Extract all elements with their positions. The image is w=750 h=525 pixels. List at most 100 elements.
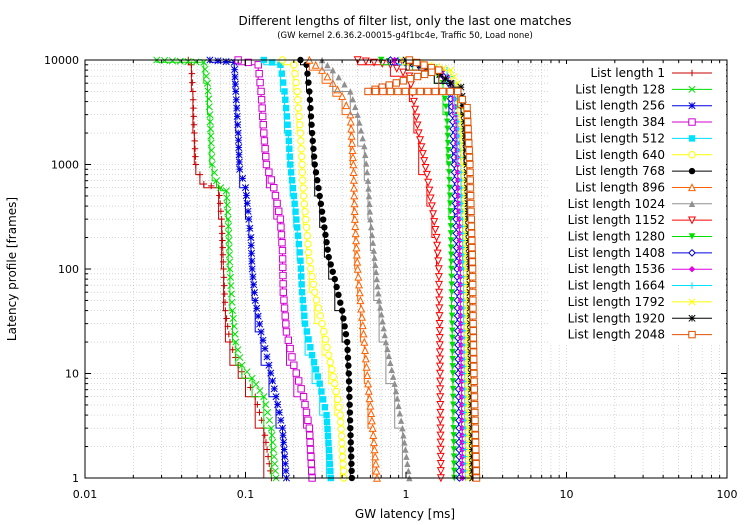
data-point <box>277 231 286 239</box>
data-point <box>357 312 366 321</box>
data-point <box>247 384 254 391</box>
data-point <box>220 274 228 281</box>
data-point <box>226 273 235 281</box>
data-point <box>208 160 216 169</box>
data-point <box>347 424 354 432</box>
data-point <box>463 334 471 342</box>
data-point <box>221 290 228 298</box>
data-point <box>332 387 340 396</box>
data-point <box>463 103 471 112</box>
data-point <box>424 87 432 96</box>
data-point <box>439 87 447 96</box>
data-point <box>451 467 458 475</box>
data-point <box>448 312 456 320</box>
data-point <box>446 176 453 184</box>
data-point <box>688 330 696 339</box>
data-point <box>265 416 274 424</box>
data-point <box>688 85 696 93</box>
data-point <box>298 273 305 280</box>
data-point <box>463 341 471 349</box>
data-point <box>325 446 333 454</box>
data-point <box>190 104 197 112</box>
data-point <box>446 184 453 192</box>
data-point <box>433 241 442 250</box>
data-point <box>435 312 444 321</box>
data-point <box>257 328 265 336</box>
data-point <box>305 424 314 432</box>
data-point <box>349 183 359 192</box>
data-point <box>355 288 364 297</box>
data-point <box>224 222 232 230</box>
data-point <box>310 359 318 366</box>
data-point <box>271 467 279 475</box>
data-point <box>392 79 401 87</box>
data-point <box>306 88 313 95</box>
data-point <box>228 298 236 306</box>
data-point <box>339 460 347 468</box>
data-point <box>468 243 476 252</box>
data-point <box>239 174 247 183</box>
data-point <box>468 273 477 281</box>
data-point <box>343 338 351 346</box>
data-point <box>346 409 354 416</box>
data-point <box>261 345 269 353</box>
data-point <box>287 169 295 176</box>
data-point <box>274 400 282 409</box>
data-point <box>409 87 417 96</box>
data-point <box>298 160 306 169</box>
data-point <box>324 432 332 440</box>
data-point <box>189 96 197 103</box>
data-point <box>450 446 458 453</box>
data-point <box>379 318 386 325</box>
data-point <box>265 168 273 176</box>
data-point <box>253 304 261 312</box>
legend-entry: List length 1920 <box>568 311 712 325</box>
data-point <box>335 291 342 299</box>
data-point <box>235 158 243 166</box>
data-point <box>236 165 244 173</box>
data-point <box>278 255 287 263</box>
data-point <box>341 323 348 330</box>
data-point <box>349 95 356 103</box>
data-point <box>190 113 197 120</box>
data-point <box>470 362 478 371</box>
data-point <box>471 408 479 417</box>
data-point <box>370 445 379 454</box>
data-point <box>417 143 426 152</box>
data-point <box>459 223 466 230</box>
data-point <box>267 176 276 184</box>
data-point <box>460 289 467 296</box>
data-point <box>427 68 436 76</box>
data-point <box>337 425 345 433</box>
data-point <box>184 57 192 66</box>
data-point <box>466 184 475 192</box>
data-point <box>448 320 456 327</box>
data-point <box>338 91 347 100</box>
data-point <box>463 296 471 304</box>
data-point <box>391 380 398 387</box>
data-point <box>277 416 285 424</box>
data-point <box>688 298 696 306</box>
data-point <box>269 438 277 446</box>
data-point <box>268 59 276 66</box>
data-point <box>294 104 303 112</box>
data-point <box>246 224 254 232</box>
data-point <box>302 223 311 232</box>
legend-label: List length 896 <box>575 180 665 194</box>
data-point <box>352 103 359 111</box>
data-point <box>436 70 444 79</box>
data-point <box>467 207 475 216</box>
legend-label: List length 1 <box>591 66 666 80</box>
data-point <box>308 129 316 137</box>
data-point <box>338 446 347 454</box>
data-point <box>461 334 468 342</box>
data-point <box>337 299 344 306</box>
data-point <box>458 95 467 104</box>
data-point <box>462 432 469 439</box>
data-point <box>201 65 209 73</box>
data-point <box>292 208 299 215</box>
data-point <box>309 280 318 289</box>
data-point <box>191 145 199 152</box>
data-point <box>433 249 442 258</box>
data-point <box>247 233 255 242</box>
